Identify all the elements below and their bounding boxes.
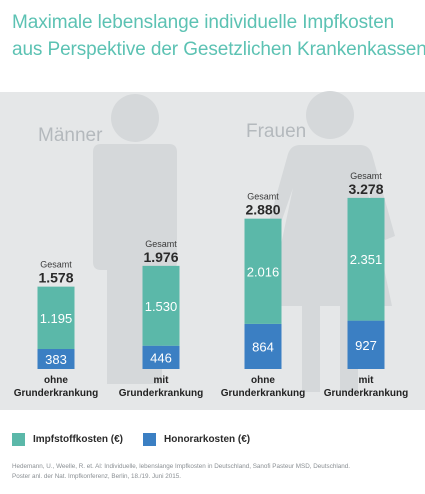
data-label-vaccine: 1.530 [145, 299, 178, 314]
group-label-men: Männer [38, 125, 103, 146]
data-label-vaccine: 2.351 [350, 252, 383, 267]
source-note-line-2: Poster anl. der Nat. Impfkonferenz, Berl… [12, 473, 182, 480]
source-note-line-1: Hedemann, U., Weelle, R. et. Al: Individ… [12, 463, 350, 470]
data-label-fee: 383 [45, 352, 67, 367]
bar-segment-vaccine [244, 218, 282, 324]
bar-segment-fee [347, 320, 385, 369]
total-value: 1.578 [38, 270, 73, 286]
legend-swatch-vaccine [12, 432, 25, 446]
total-caption: Gesamt [350, 171, 382, 181]
group-label-women: Frauen [246, 121, 306, 142]
category-label-line-2: Grunderkrankung [324, 388, 408, 399]
total-value: 1.976 [143, 249, 178, 265]
total-value: 3.278 [348, 181, 383, 197]
legend-label-fee: Honorarkosten (€) [164, 433, 251, 445]
bar-segment-vaccine [142, 265, 180, 346]
category-label-line-1: ohne [251, 375, 275, 386]
category-label-line-1: mit [154, 375, 170, 386]
data-label-fee: 927 [355, 338, 377, 353]
bar-segment-vaccine [347, 197, 385, 321]
total-caption: Gesamt [247, 192, 279, 202]
legend-item-vaccine: Impfstoffkosten (€) [12, 432, 123, 446]
category-label-line-2: Grunderkrankung [119, 388, 203, 399]
legend-item-fee: Honorarkosten (€) [143, 432, 250, 446]
bar-segment-fee [37, 349, 75, 369]
bars-layer: 1.195383Gesamt1.578ohneGrunderkrankung1.… [14, 171, 408, 399]
bar-segment-vaccine [37, 286, 75, 350]
data-label-vaccine: 2.016 [247, 264, 280, 279]
category-label-line-2: Grunderkrankung [221, 388, 305, 399]
legend-label-vaccine: Impfstoffkosten (€) [33, 433, 123, 445]
bar-segment-fee [142, 345, 180, 369]
total-caption: Gesamt [40, 260, 72, 270]
chart-title-line-1: Maximale lebenslange individuelle Impfko… [12, 12, 395, 33]
data-label-vaccine: 1.195 [40, 311, 73, 326]
category-label-line-1: ohne [44, 375, 68, 386]
category-label-line-1: mit [359, 375, 375, 386]
chart-title-line-2: aus Perspektive der Gesetzlichen Kranken… [12, 39, 425, 60]
data-label-fee: 864 [252, 339, 274, 354]
total-value: 2.880 [245, 202, 280, 218]
bar-segment-fee [244, 323, 282, 369]
legend-swatch-fee [143, 432, 156, 446]
data-label-fee: 446 [150, 350, 172, 365]
category-label-line-2: Grunderkrankung [14, 388, 98, 399]
total-caption: Gesamt [145, 239, 177, 249]
